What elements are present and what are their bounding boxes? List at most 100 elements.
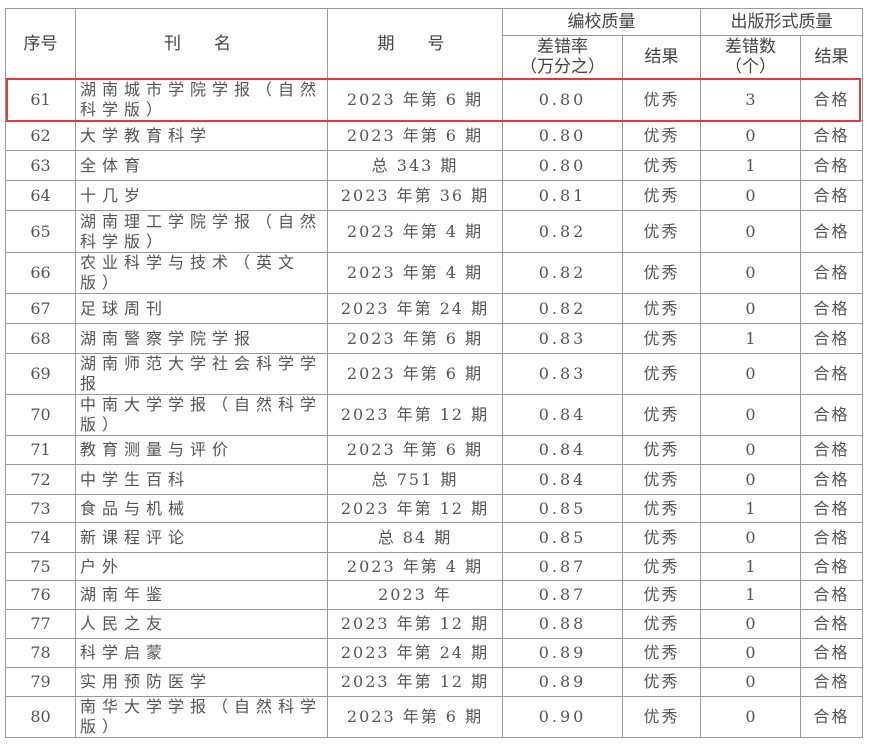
seq-cell: 70 xyxy=(5,394,76,436)
format-result-cell: 合格 xyxy=(800,494,863,523)
table-row: 61 湖南城市学院学报（自然科学版） 2023 年第 6 期 0.80 优秀 3 合格 xyxy=(5,78,863,121)
name-cell: 湖南城市学院学报（自然科学版） xyxy=(75,78,328,121)
format-result-cell: 合格 xyxy=(800,293,863,324)
quality-table: 序号 刊 名 期 号 编校质量 出版形式质量 差错率 （万分之） 结果 差错数 （个… xyxy=(5,8,863,738)
seq-cell: 63 xyxy=(5,150,76,181)
format-result-cell: 合格 xyxy=(800,552,863,581)
editing-result-cell: 优秀 xyxy=(622,323,701,354)
editing-result-cell: 优秀 xyxy=(622,435,701,465)
editing-result-cell: 优秀 xyxy=(622,494,701,523)
error-rate-cell: 0.89 xyxy=(502,638,623,668)
error-rate-cell: 0.89 xyxy=(502,667,623,697)
name-cell: 湖南警察学院学报 xyxy=(75,323,328,354)
error-count-cell: 1 xyxy=(700,150,801,181)
issue-cell: 2023 年第 12 期 xyxy=(327,609,503,639)
issue-cell: 2023 年 xyxy=(327,580,503,610)
table-row: 73 食品与机械 2023 年第 12 期 0.85 优秀 1 合格 xyxy=(5,494,863,523)
error-rate-cell: 0.84 xyxy=(502,435,623,465)
error-count-cell: 0 xyxy=(700,353,801,395)
format-result-cell: 合格 xyxy=(800,580,863,610)
format-result-cell: 合格 xyxy=(800,353,863,395)
table-row: 71 教育测量与评价 2023 年第 6 期 0.84 优秀 0 合格 xyxy=(5,435,863,465)
issue-cell: 2023 年第 4 期 xyxy=(327,552,503,581)
error-count-cell: 1 xyxy=(700,580,801,610)
name-cell: 中南大学学报（自然科学版） xyxy=(75,394,328,436)
error-count-cell: 1 xyxy=(700,494,801,523)
error-rate-cell: 0.82 xyxy=(502,293,623,324)
table-row: 78 科学启蒙 2023 年第 24 期 0.89 优秀 0 合格 xyxy=(5,638,863,668)
format-result-cell: 合格 xyxy=(800,522,863,553)
name-cell: 人民之友 xyxy=(75,609,328,639)
editing-result-cell: 优秀 xyxy=(622,120,701,151)
seq-cell: 73 xyxy=(5,494,76,523)
table-row: 62 大学教育科学 2023 年第 6 期 0.80 优秀 0 合格 xyxy=(5,120,863,151)
seq-cell: 78 xyxy=(5,638,76,668)
seq-cell: 69 xyxy=(5,353,76,395)
format-result-cell: 合格 xyxy=(800,120,863,151)
error-rate-cell: 0.81 xyxy=(502,180,623,211)
seq-cell: 76 xyxy=(5,580,76,610)
table-row: 79 实用预防医学 2023 年第 12 期 0.89 优秀 0 合格 xyxy=(5,667,863,697)
seq-cell: 68 xyxy=(5,323,76,354)
editing-result-cell: 优秀 xyxy=(622,293,701,324)
issue-cell: 2023 年第 6 期 xyxy=(327,435,503,465)
seq-cell: 77 xyxy=(5,609,76,639)
editing-result-cell: 优秀 xyxy=(622,210,701,253)
editing-result-cell: 优秀 xyxy=(622,552,701,581)
error-rate-cell: 0.84 xyxy=(502,464,623,495)
format-result-cell: 合格 xyxy=(800,696,863,738)
header-format-quality: 出版形式质量 xyxy=(700,8,863,36)
error-rate-cell: 0.83 xyxy=(502,353,623,395)
error-rate-cell: 0.90 xyxy=(502,696,623,738)
seq-cell: 61 xyxy=(5,78,76,121)
table-row: 64 十几岁 2023 年第 36 期 0.81 优秀 0 合格 xyxy=(5,180,863,211)
name-cell: 十几岁 xyxy=(75,180,328,211)
header-error-count-label: 差错数 xyxy=(725,37,776,57)
header-error-rate: 差错率 （万分之） xyxy=(502,35,623,79)
error-rate-cell: 0.83 xyxy=(502,323,623,354)
header-error-count: 差错数 （个） xyxy=(700,35,801,79)
name-cell: 全体育 xyxy=(75,150,328,181)
name-cell: 食品与机械 xyxy=(75,494,328,523)
seq-cell: 74 xyxy=(5,522,76,553)
error-count-cell: 3 xyxy=(700,78,801,121)
issue-cell: 总 751 期 xyxy=(327,464,503,495)
format-result-cell: 合格 xyxy=(800,609,863,639)
error-count-cell: 0 xyxy=(700,210,801,253)
error-rate-cell: 0.88 xyxy=(502,609,623,639)
error-rate-cell: 0.82 xyxy=(502,252,623,294)
table-row: 68 湖南警察学院学报 2023 年第 6 期 0.83 优秀 1 合格 xyxy=(5,323,863,354)
issue-cell: 2023 年第 6 期 xyxy=(327,323,503,354)
table-row: 76 湖南年鉴 2023 年 0.87 优秀 1 合格 xyxy=(5,580,863,610)
format-result-cell: 合格 xyxy=(800,180,863,211)
error-count-cell: 1 xyxy=(700,552,801,581)
table-row: 72 中学生百科总 751 期 0.84 优秀 0 合格 xyxy=(5,464,863,495)
header-name: 刊 名 xyxy=(75,8,328,79)
issue-cell: 2023 年第 12 期 xyxy=(327,494,503,523)
issue-cell: 2023 年第 6 期 xyxy=(327,353,503,395)
seq-cell: 64 xyxy=(5,180,76,211)
table-row: 65 湖南理工学院学报（自然科学版） 2023 年第 4 期 0.82 优秀 0 合格 xyxy=(5,210,863,253)
seq-cell: 79 xyxy=(5,667,76,697)
name-cell: 新课程评论 xyxy=(75,522,328,553)
editing-result-cell: 优秀 xyxy=(622,609,701,639)
seq-cell: 71 xyxy=(5,435,76,465)
error-rate-cell: 0.82 xyxy=(502,210,623,253)
editing-result-cell: 优秀 xyxy=(622,696,701,738)
error-count-cell: 0 xyxy=(700,696,801,738)
seq-cell: 80 xyxy=(5,696,76,738)
format-result-cell: 合格 xyxy=(800,464,863,495)
error-rate-cell: 0.87 xyxy=(502,580,623,610)
error-count-cell: 0 xyxy=(700,609,801,639)
error-count-cell: 0 xyxy=(700,464,801,495)
seq-cell: 75 xyxy=(5,552,76,581)
table-row: 67 足球周刊 2023 年第 24 期 0.82 优秀 0 合格 xyxy=(5,293,863,324)
editing-result-cell: 优秀 xyxy=(622,150,701,181)
error-rate-cell: 0.85 xyxy=(502,494,623,523)
header-error-rate-label: 差错率 xyxy=(537,37,588,57)
table-row: 70 中南大学学报（自然科学版） 2023 年第 12 期 0.84 优秀 0 合格 xyxy=(5,394,863,436)
editing-result-cell: 优秀 xyxy=(622,464,701,495)
seq-cell: 72 xyxy=(5,464,76,495)
seq-cell: 62 xyxy=(5,120,76,151)
issue-cell: 2023 年第 6 期 xyxy=(327,78,503,121)
